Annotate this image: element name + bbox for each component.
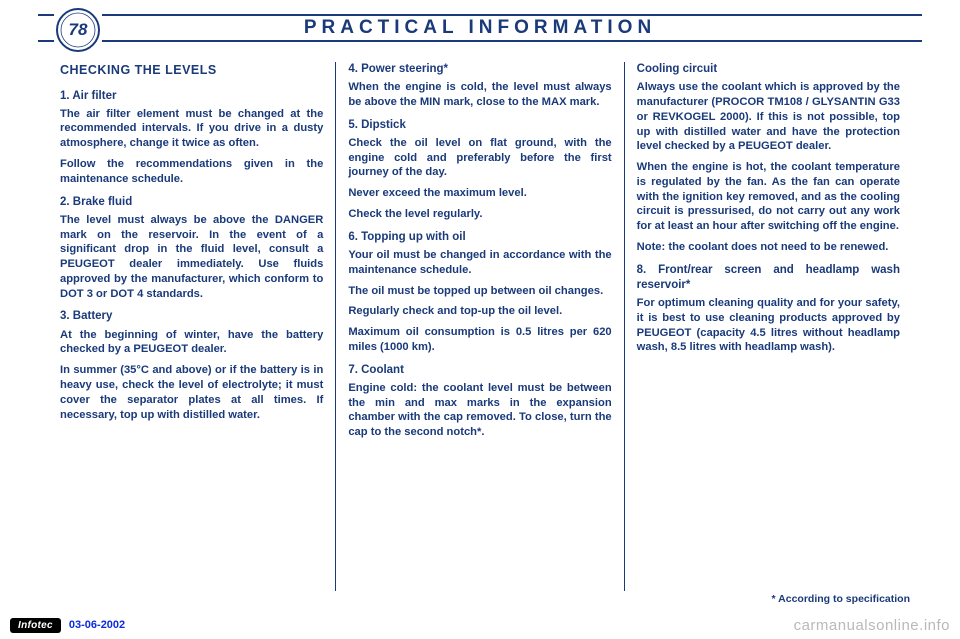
page-number-badge: 78 [54, 6, 102, 54]
subheading-topping-up: 6. Topping up with oil [348, 230, 611, 245]
section-heading: CHECKING THE LEVELS [60, 62, 323, 79]
subheading-air-filter: 1. Air filter [60, 89, 323, 104]
body-text: Always use the coolant which is approved… [637, 80, 900, 154]
watermark: carmanualsonline.info [794, 617, 950, 634]
body-text: Check the level regularly. [348, 207, 611, 222]
body-text: At the beginning of winter, have the bat… [60, 328, 323, 358]
body-text: Regularly check and top-up the oil level… [348, 304, 611, 319]
body-text: For optimum cleaning quality and for you… [637, 296, 900, 355]
subheading-cooling-circuit: Cooling circuit [637, 62, 900, 77]
body-text: When the engine is cold, the level must … [348, 80, 611, 110]
body-text: When the engine is hot, the coolant temp… [637, 160, 900, 234]
footer-date: 03-06-2002 [69, 619, 125, 631]
body-text: Check the oil level on flat ground, with… [348, 136, 611, 180]
subheading-power-steering: 4. Power steering* [348, 62, 611, 77]
subheading-dipstick: 5. Dipstick [348, 118, 611, 133]
content-area: CHECKING THE LEVELS 1. Air filter The ai… [48, 62, 912, 591]
body-text: The air filter element must be changed a… [60, 107, 323, 151]
column-left: CHECKING THE LEVELS 1. Air filter The ai… [48, 62, 335, 591]
body-text: Never exceed the maximum level. [348, 186, 611, 201]
body-text: Note: the coolant does not need to be re… [637, 240, 900, 255]
column-middle: 4. Power steering* When the engine is co… [335, 62, 623, 591]
subheading-wash-reservoir: 8. Front/rear screen and headlamp wash r… [637, 263, 900, 293]
body-text: Maximum oil consumption is 0.5 litres pe… [348, 325, 611, 355]
footer-bar: Infotec 03-06-2002 carmanualsonline.info [0, 613, 960, 639]
body-text: The oil must be topped up between oil ch… [348, 284, 611, 299]
footer-left: Infotec 03-06-2002 [10, 618, 125, 633]
header-bar: 78 PRACTICAL INFORMATION [38, 14, 922, 42]
body-text: In summer (35°C and above) or if the bat… [60, 363, 323, 422]
body-text: The level must always be above the DANGE… [60, 213, 323, 302]
subheading-coolant: 7. Coolant [348, 363, 611, 378]
page-number: 78 [54, 6, 102, 54]
body-text: Your oil must be changed in accordance w… [348, 248, 611, 278]
footnote: * According to specification [772, 593, 910, 605]
manual-page: 78 PRACTICAL INFORMATION CHECKING THE LE… [0, 0, 960, 639]
body-text: Follow the recommendations given in the … [60, 157, 323, 187]
body-text: Engine cold: the coolant level must be b… [348, 381, 611, 440]
column-right: Cooling circuit Always use the coolant w… [624, 62, 912, 591]
infotec-badge: Infotec [10, 618, 61, 633]
page-title: PRACTICAL INFORMATION [38, 17, 922, 39]
subheading-battery: 3. Battery [60, 309, 323, 324]
subheading-brake-fluid: 2. Brake fluid [60, 195, 323, 210]
